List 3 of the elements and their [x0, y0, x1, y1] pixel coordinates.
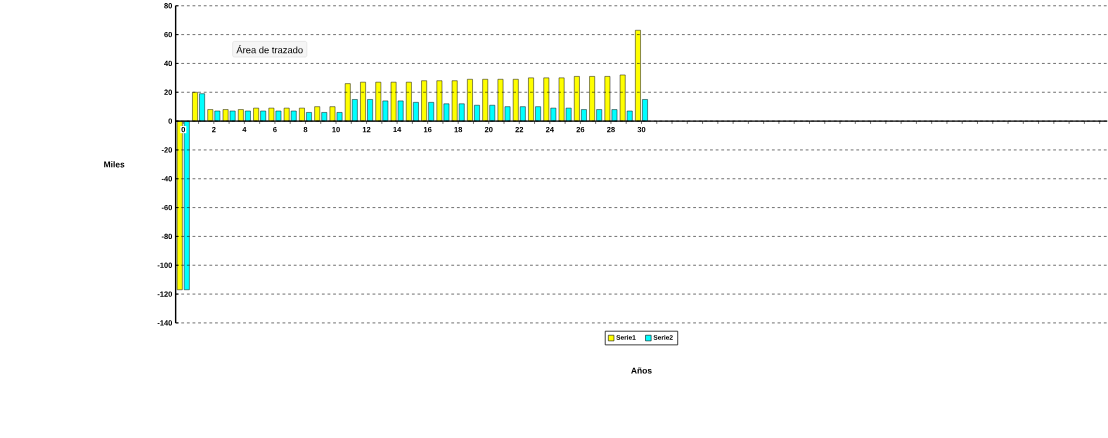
annotation: Área de trazado	[236, 45, 303, 54]
x-axis-title: Años	[631, 367, 652, 374]
y-axis-title: Miles	[104, 161, 125, 168]
